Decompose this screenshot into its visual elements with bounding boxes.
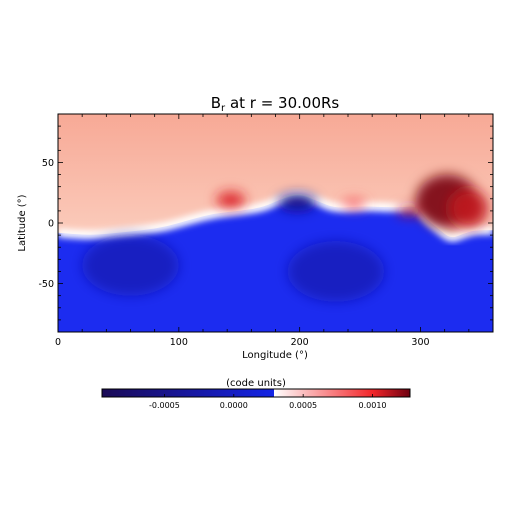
y-tick-label: 0 xyxy=(48,219,54,230)
colorbar-title: (code units) xyxy=(226,378,286,389)
chart-title: Br at r = 30.00Rs xyxy=(211,94,340,114)
y-tick-label: -50 xyxy=(38,279,54,290)
field-feature-3 xyxy=(341,198,367,209)
title-rest: at r = 30.00Rs xyxy=(225,94,339,112)
field-feature-2 xyxy=(216,191,246,209)
colorbar-tick-label: -0.0005 xyxy=(149,401,180,410)
x-tick-label: 100 xyxy=(170,337,188,348)
colorbar-tick-label: 0.0005 xyxy=(289,401,317,410)
x-axis-label: Longitude (°) xyxy=(242,350,308,361)
field-feature-6 xyxy=(82,235,179,296)
y-axis: -50 0 50 xyxy=(38,113,493,333)
y-axis-label: Latitude (°) xyxy=(17,194,28,251)
colorbar-tick-label: 0.0010 xyxy=(359,401,387,410)
field-feature-7 xyxy=(287,241,385,302)
colorbar xyxy=(101,388,411,398)
field-feature-5 xyxy=(277,193,317,211)
y-tick-label: 50 xyxy=(42,158,54,169)
title-main: B xyxy=(211,94,221,112)
x-tick-label: 200 xyxy=(291,337,309,348)
x-tick-label: 300 xyxy=(411,337,429,348)
field-feature-1 xyxy=(449,189,489,228)
colorbar-ticks: -0.0005 0.0000 0.0005 0.0010 xyxy=(149,394,387,410)
x-tick-label: 0 xyxy=(55,337,61,348)
heatmap-area xyxy=(58,114,493,332)
field-feature-4 xyxy=(397,206,420,216)
x-axis: 0 100 200 300 xyxy=(55,114,494,348)
field-features xyxy=(82,174,489,302)
colorbar-tick-label: 0.0000 xyxy=(220,401,248,410)
title-subscript: r xyxy=(221,103,226,114)
